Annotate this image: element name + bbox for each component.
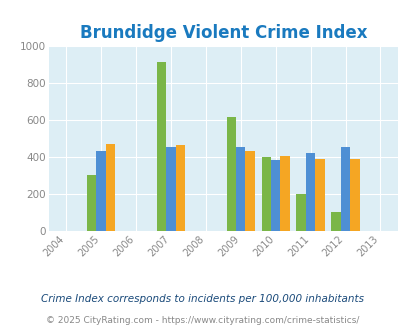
Bar (156, 62, 166, 231)
Bar (350, 159, 359, 231)
Text: © 2025 CityRating.com - https://www.cityrating.com/crime-statistics/: © 2025 CityRating.com - https://www.city… (46, 315, 359, 325)
Bar (226, 117, 235, 231)
Bar (261, 156, 270, 231)
Bar (245, 151, 254, 231)
Bar (340, 148, 350, 231)
Text: Crime Index corresponds to incidents per 100,000 inhabitants: Crime Index corresponds to incidents per… (41, 294, 364, 304)
Bar (87, 175, 96, 231)
Bar (280, 156, 289, 231)
Bar (106, 144, 115, 231)
Bar (96, 151, 106, 231)
Bar (315, 158, 324, 231)
Bar (330, 212, 340, 231)
Bar (296, 194, 305, 231)
Bar (235, 148, 245, 231)
Bar (305, 153, 315, 231)
Bar (270, 160, 280, 231)
Title: Brundidge Violent Crime Index: Brundidge Violent Crime Index (79, 24, 366, 42)
Bar (175, 145, 185, 231)
Bar (166, 148, 175, 231)
